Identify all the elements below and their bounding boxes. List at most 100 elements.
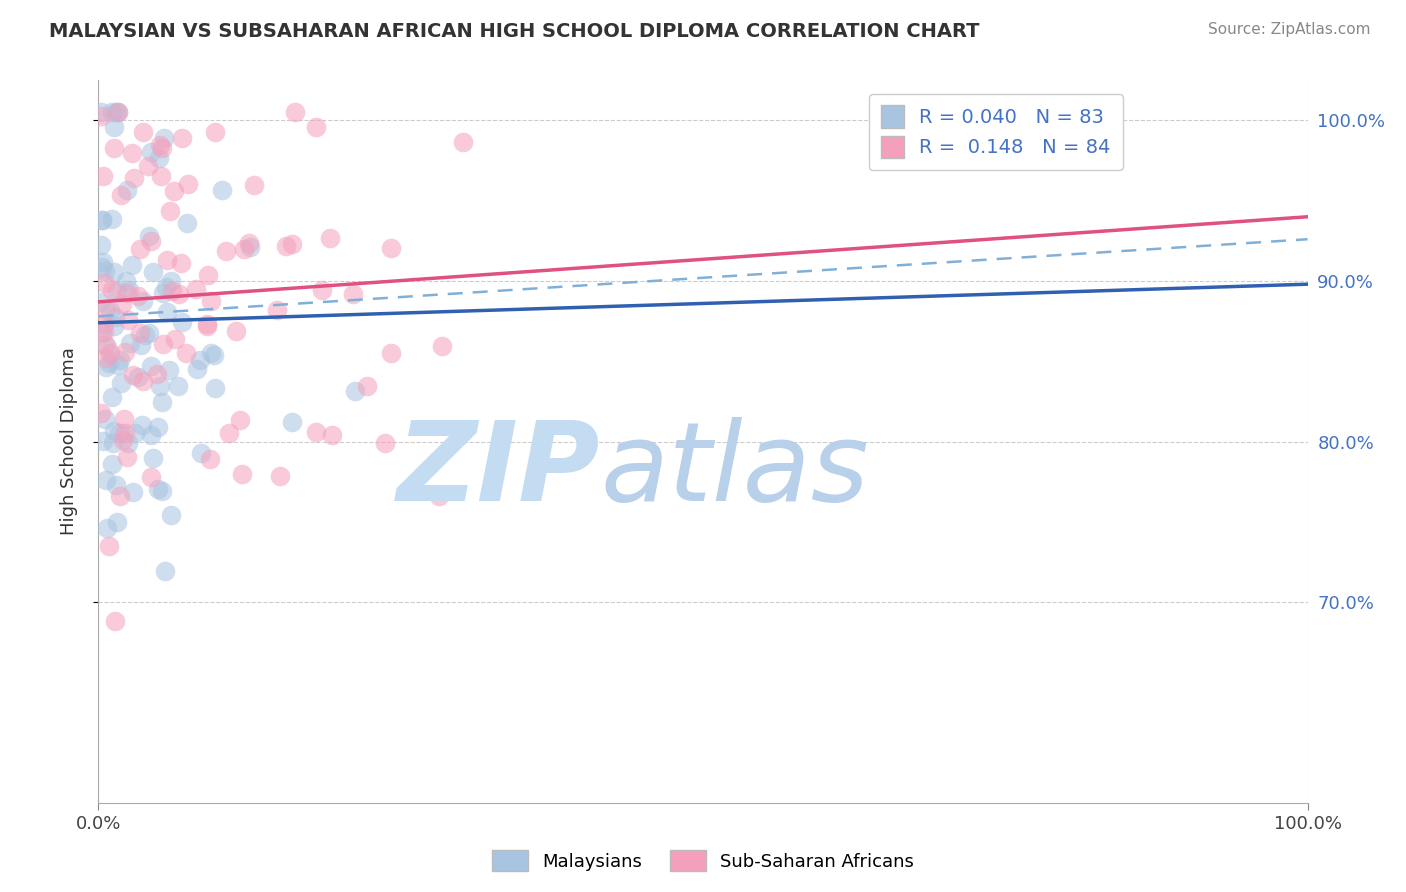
Point [195, 318, 218, 333]
Point [430, 339, 453, 353]
Point [280, 416, 302, 430]
Point [134, 328, 156, 343]
Point [146, 367, 169, 381]
Point [90, 295, 112, 310]
Point [118, 283, 141, 297]
Point [344, 384, 367, 398]
Point [159, 203, 181, 218]
Legend: R = 0.040   N = 83, R =  0.148   N = 84: R = 0.040 N = 83, R = 0.148 N = 84 [869, 94, 1122, 169]
Point [176, 178, 198, 192]
Point [160, 284, 183, 298]
Point [115, 183, 138, 197]
Point [152, 337, 174, 351]
Point [110, 376, 132, 390]
Point [380, 346, 402, 360]
Point [155, 280, 177, 294]
Point [127, 370, 149, 384]
Point [104, 614, 127, 628]
Point [104, 478, 127, 492]
Point [105, 284, 128, 298]
Point [229, 413, 252, 427]
Point [93, 303, 115, 318]
Point [132, 293, 155, 308]
Point [152, 285, 174, 300]
Point [107, 105, 129, 120]
Point [103, 120, 125, 134]
Y-axis label: High School Diploma: High School Diploma [59, 348, 77, 535]
Point [186, 282, 208, 296]
Point [98, 304, 121, 318]
Point [98, 346, 121, 360]
Point [356, 378, 378, 392]
Point [131, 418, 153, 433]
Legend: Malaysians, Sub-Saharan Africans: Malaysians, Sub-Saharan Africans [485, 843, 921, 879]
Point [124, 426, 146, 441]
Point [96, 521, 118, 535]
Point [94, 351, 117, 366]
Point [374, 436, 396, 450]
Point [93, 325, 115, 339]
Point [305, 120, 328, 134]
Point [127, 289, 149, 303]
Point [342, 287, 364, 301]
Text: MALAYSIAN VS SUBSAHARAN AFRICAN HIGH SCHOOL DIPLOMA CORRELATION CHART: MALAYSIAN VS SUBSAHARAN AFRICAN HIGH SCH… [49, 22, 980, 41]
Point [215, 244, 238, 258]
Point [90, 237, 112, 252]
Point [129, 326, 152, 340]
Point [211, 183, 233, 197]
Point [120, 335, 142, 350]
Point [91, 255, 114, 269]
Text: atlas: atlas [600, 417, 869, 524]
Point [136, 159, 159, 173]
Point [93, 336, 115, 351]
Point [110, 187, 132, 202]
Point [107, 426, 129, 441]
Point [114, 426, 136, 441]
Point [90, 110, 112, 124]
Point [156, 305, 179, 319]
Point [141, 234, 163, 248]
Point [165, 332, 187, 346]
Point [218, 425, 240, 440]
Point [105, 516, 128, 530]
Point [114, 344, 136, 359]
Point [101, 211, 124, 226]
Point [243, 178, 266, 192]
Point [101, 105, 124, 120]
Point [148, 379, 170, 393]
Point [266, 302, 288, 317]
Point [91, 213, 114, 227]
Point [198, 452, 221, 467]
Point [139, 427, 162, 442]
Point [188, 353, 211, 368]
Point [98, 539, 121, 553]
Point [150, 394, 173, 409]
Point [319, 231, 342, 245]
Point [150, 484, 173, 499]
Point [197, 317, 219, 331]
Point [93, 169, 115, 183]
Point [153, 564, 176, 578]
Point [321, 428, 343, 442]
Point [103, 318, 125, 333]
Point [117, 435, 139, 450]
Point [93, 264, 115, 278]
Point [101, 435, 124, 450]
Point [94, 412, 117, 426]
Point [91, 212, 114, 227]
Point [200, 345, 222, 359]
Point [232, 242, 254, 256]
Point [110, 352, 132, 367]
Point [172, 315, 194, 329]
Point [101, 283, 124, 297]
Point [276, 239, 298, 253]
Point [94, 473, 117, 487]
Point [107, 358, 129, 372]
Point [269, 469, 291, 483]
Point [90, 105, 112, 120]
Point [202, 348, 225, 362]
Point [311, 283, 333, 297]
Point [157, 363, 180, 377]
Point [138, 228, 160, 243]
Point [176, 216, 198, 230]
